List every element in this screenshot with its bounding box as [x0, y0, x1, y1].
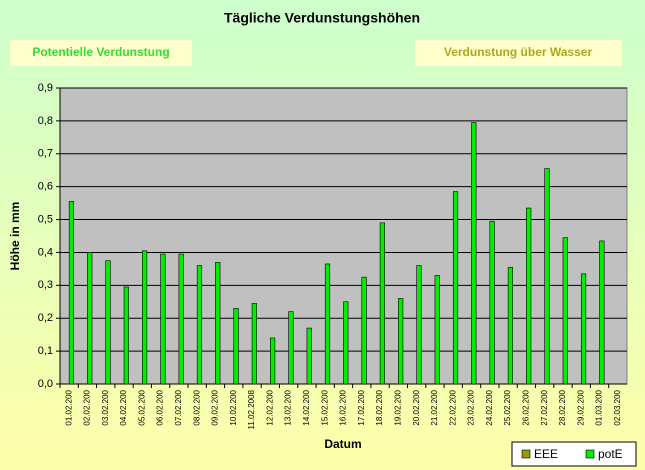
bar — [105, 260, 111, 385]
bar — [361, 276, 367, 385]
y-tick-label: 0,7 — [38, 148, 53, 160]
x-tick-label: 01.02.200 — [64, 389, 73, 425]
bar — [580, 273, 587, 385]
x-tick-label: 17.02.200 — [357, 389, 366, 425]
x-axis-label: Datum — [324, 437, 361, 451]
legend-label: EEE — [534, 447, 558, 461]
x-tick-label: 18.02.200 — [375, 389, 384, 425]
x-tick-label: 14.02.200 — [302, 389, 311, 425]
bar — [233, 308, 239, 385]
x-tick-label: 24.02.200 — [485, 389, 494, 425]
chart-title: Tägliche Verdunstungshöhen — [224, 10, 420, 26]
bar — [306, 327, 312, 385]
x-tick-label: 02.02.200 — [83, 389, 92, 425]
y-axis-label: Höhe in mm — [8, 202, 22, 271]
bar — [288, 311, 294, 385]
legend-swatch — [521, 449, 531, 459]
bar — [178, 253, 184, 385]
bar — [215, 262, 221, 385]
bar — [251, 303, 257, 385]
x-tick-label: 22.02.200 — [448, 389, 457, 425]
annotation-box — [415, 40, 622, 66]
y-tick-label: 0,0 — [38, 378, 53, 390]
bar — [196, 265, 203, 385]
y-tick-label: 0,8 — [38, 115, 53, 127]
x-tick-label: 26.02.200 — [522, 389, 531, 425]
bar — [526, 207, 532, 385]
x-tick-label: 06.02.200 — [156, 389, 165, 425]
bar — [160, 253, 166, 385]
x-tick-label: 20.02.200 — [412, 389, 421, 425]
bar — [68, 201, 75, 385]
x-tick-label: 23.02.200 — [467, 389, 476, 425]
x-tick-label: 29.02.200 — [576, 389, 585, 425]
bar — [270, 337, 276, 385]
x-tick-label: 28.02.200 — [558, 389, 567, 425]
x-tick-label: 04.02.200 — [119, 389, 128, 425]
x-tick-label: 10.02.200 — [229, 389, 238, 425]
y-tick-label: 0,6 — [38, 181, 53, 193]
legend-swatch — [585, 449, 595, 459]
x-tick-label: 11.02.2008 — [247, 389, 256, 429]
x-tick-label: 01.03.200 — [595, 389, 604, 425]
bar — [142, 250, 148, 385]
x-tick-label: 16.02.200 — [339, 389, 348, 425]
bar — [87, 252, 93, 385]
bar — [416, 265, 422, 385]
bar — [343, 301, 349, 385]
y-tick-label: 0,9 — [38, 82, 53, 94]
bar — [434, 275, 440, 385]
annotation: Verdunstung über Wasser — [444, 45, 593, 59]
y-tick-label: 0,3 — [38, 279, 53, 291]
y-tick-label: 0,1 — [38, 345, 53, 357]
annotation: Potentielle Verdunstung — [32, 45, 169, 59]
x-tick-label: 07.02.200 — [174, 389, 183, 425]
bar — [471, 122, 477, 385]
bar — [599, 240, 605, 385]
bar — [452, 191, 459, 385]
x-tick-label: 15.02.200 — [320, 389, 329, 425]
x-tick-label: 21.02.200 — [430, 389, 439, 425]
bar — [379, 222, 385, 385]
y-tick-label: 0,5 — [38, 213, 53, 225]
bar — [324, 263, 331, 385]
x-tick-label: 08.02.200 — [192, 389, 201, 425]
x-tick-label: 13.02.200 — [284, 389, 293, 425]
bar — [507, 266, 513, 385]
bar — [562, 237, 568, 385]
x-tick-label: 25.02.200 — [503, 389, 512, 425]
legend — [511, 441, 637, 467]
x-tick-label: 03.02.200 — [101, 389, 110, 425]
x-tick-label: 19.02.200 — [393, 389, 402, 425]
bar — [544, 168, 550, 385]
x-tick-label: 05.02.200 — [137, 389, 146, 425]
bar — [123, 286, 129, 385]
y-tick-label: 0,2 — [38, 312, 53, 324]
annotation-box — [10, 40, 192, 66]
bar — [398, 298, 404, 385]
legend-label: potE — [598, 447, 623, 461]
y-tick-label: 0,4 — [38, 246, 53, 258]
x-tick-label: 02.03.200 — [613, 389, 622, 425]
bar — [489, 220, 495, 385]
x-tick-label: 12.02.200 — [265, 389, 274, 425]
x-tick-label: 09.02.200 — [211, 389, 220, 425]
x-tick-label: 27.02.200 — [540, 389, 549, 425]
